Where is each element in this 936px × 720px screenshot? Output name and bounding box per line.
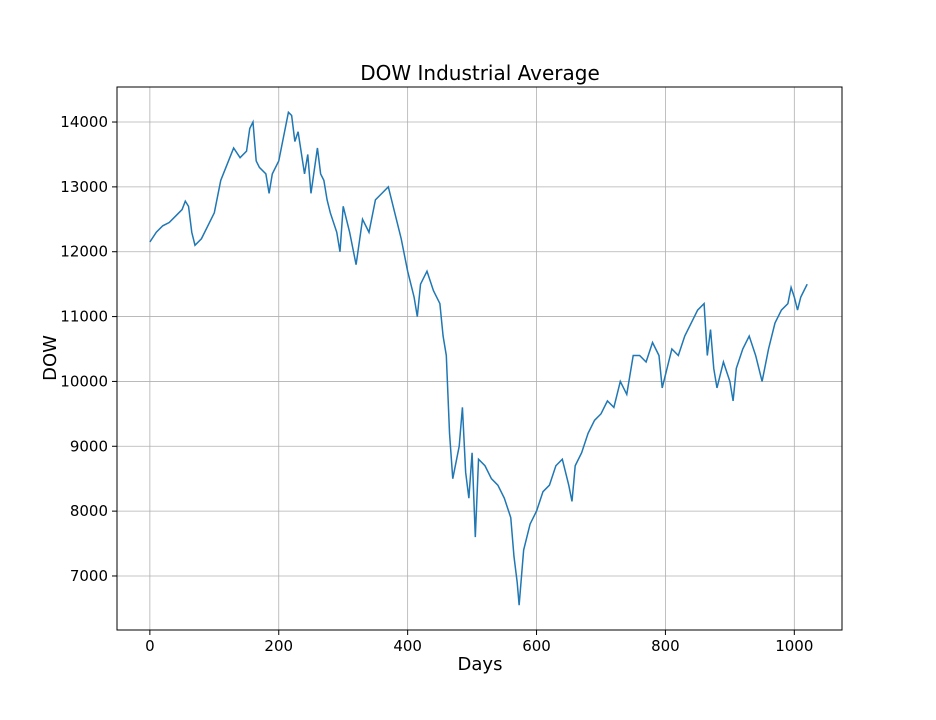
line — [149, 110, 808, 606]
x-tick-label: 600 — [522, 637, 551, 655]
x-tick-label: 1000 — [775, 637, 813, 655]
x-tick-label: 200 — [264, 637, 293, 655]
y-tick-label: 7000 — [70, 567, 108, 585]
x-tick-label: 800 — [651, 637, 680, 655]
chart-title: DOW Industrial Average — [360, 61, 600, 85]
ticks: 0 200 400 600 800 1000 7000 8000 9000 10000 11000 1… — [60, 113, 813, 655]
x-axis-label: Days — [458, 654, 503, 675]
plot — [149, 110, 808, 606]
y-tick-label: 11000 — [60, 308, 108, 326]
y-tick-label: 8000 — [70, 502, 108, 520]
y-tick-label: 12000 — [60, 243, 108, 261]
y-tick-label: 9000 — [70, 437, 108, 455]
y-axis-label: DOW — [40, 335, 61, 381]
x-tick-label: 400 — [393, 637, 422, 655]
grid — [117, 87, 842, 630]
axes-frame — [116, 86, 843, 631]
y-tick-label: 10000 — [60, 372, 108, 390]
y-tick-label: 14000 — [60, 113, 108, 131]
x-tick-label: 0 — [145, 637, 155, 655]
y-tick-label: 13000 — [60, 178, 108, 196]
